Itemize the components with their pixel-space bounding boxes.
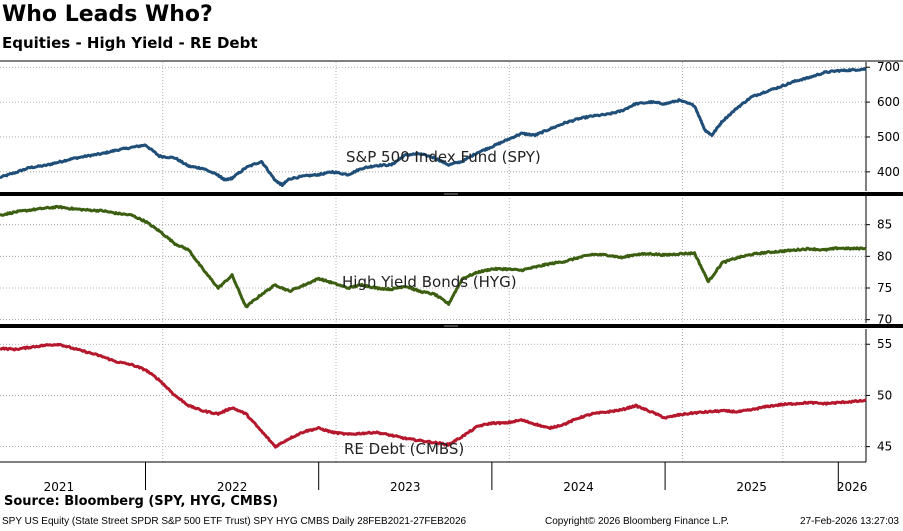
series-line-spy — [0, 67, 867, 187]
x-tick-label-5: 2026 — [837, 480, 868, 494]
y-tick-label-hyg-2: 80 — [877, 249, 892, 263]
y-tick-label-spy-2: 600 — [877, 95, 900, 109]
x-tick-label-0: 2021 — [44, 480, 75, 494]
series-label-hyg: High Yield Bonds (HYG) — [342, 273, 517, 291]
y-tick-label-spy-3: 700 — [877, 60, 900, 74]
y-tick-label-cmbs-2: 55 — [877, 337, 892, 351]
x-tick-label-4: 2025 — [736, 480, 767, 494]
series-line-hyg — [0, 204, 867, 309]
chart-subtitle: Equities - High Yield - RE Debt — [2, 34, 258, 52]
footer-timestamp: 27-Feb-2026 13:27:03 — [800, 516, 899, 527]
y-tick-label-hyg-1: 75 — [877, 281, 892, 295]
x-tick-label-3: 2024 — [563, 480, 594, 494]
x-tick-label-2: 2023 — [390, 480, 421, 494]
y-tick-label-cmbs-0: 45 — [877, 440, 892, 454]
y-tick-label-spy-0: 400 — [877, 165, 900, 179]
x-tick-label-1: 2022 — [217, 480, 248, 494]
chart-title: Who Leads Who? — [2, 2, 213, 27]
series-label-spy: S&P 500 Index Fund (SPY) — [346, 148, 541, 166]
series-label-cmbs: RE Debt (CMBS) — [344, 440, 464, 458]
footer-copyright: Copyright© 2026 Bloomberg Finance L.P. — [545, 516, 729, 527]
y-tick-label-hyg-0: 70 — [877, 313, 892, 327]
y-tick-label-hyg-3: 85 — [877, 218, 892, 232]
footer-tickers: SPY US Equity (State Street SPDR S&P 500… — [2, 516, 467, 527]
series-line-cmbs — [0, 342, 867, 449]
y-tick-label-cmbs-1: 50 — [877, 388, 892, 402]
source-note: Source: Bloomberg (SPY, HYG, CMBS) — [4, 494, 279, 509]
y-tick-label-spy-1: 500 — [877, 130, 900, 144]
